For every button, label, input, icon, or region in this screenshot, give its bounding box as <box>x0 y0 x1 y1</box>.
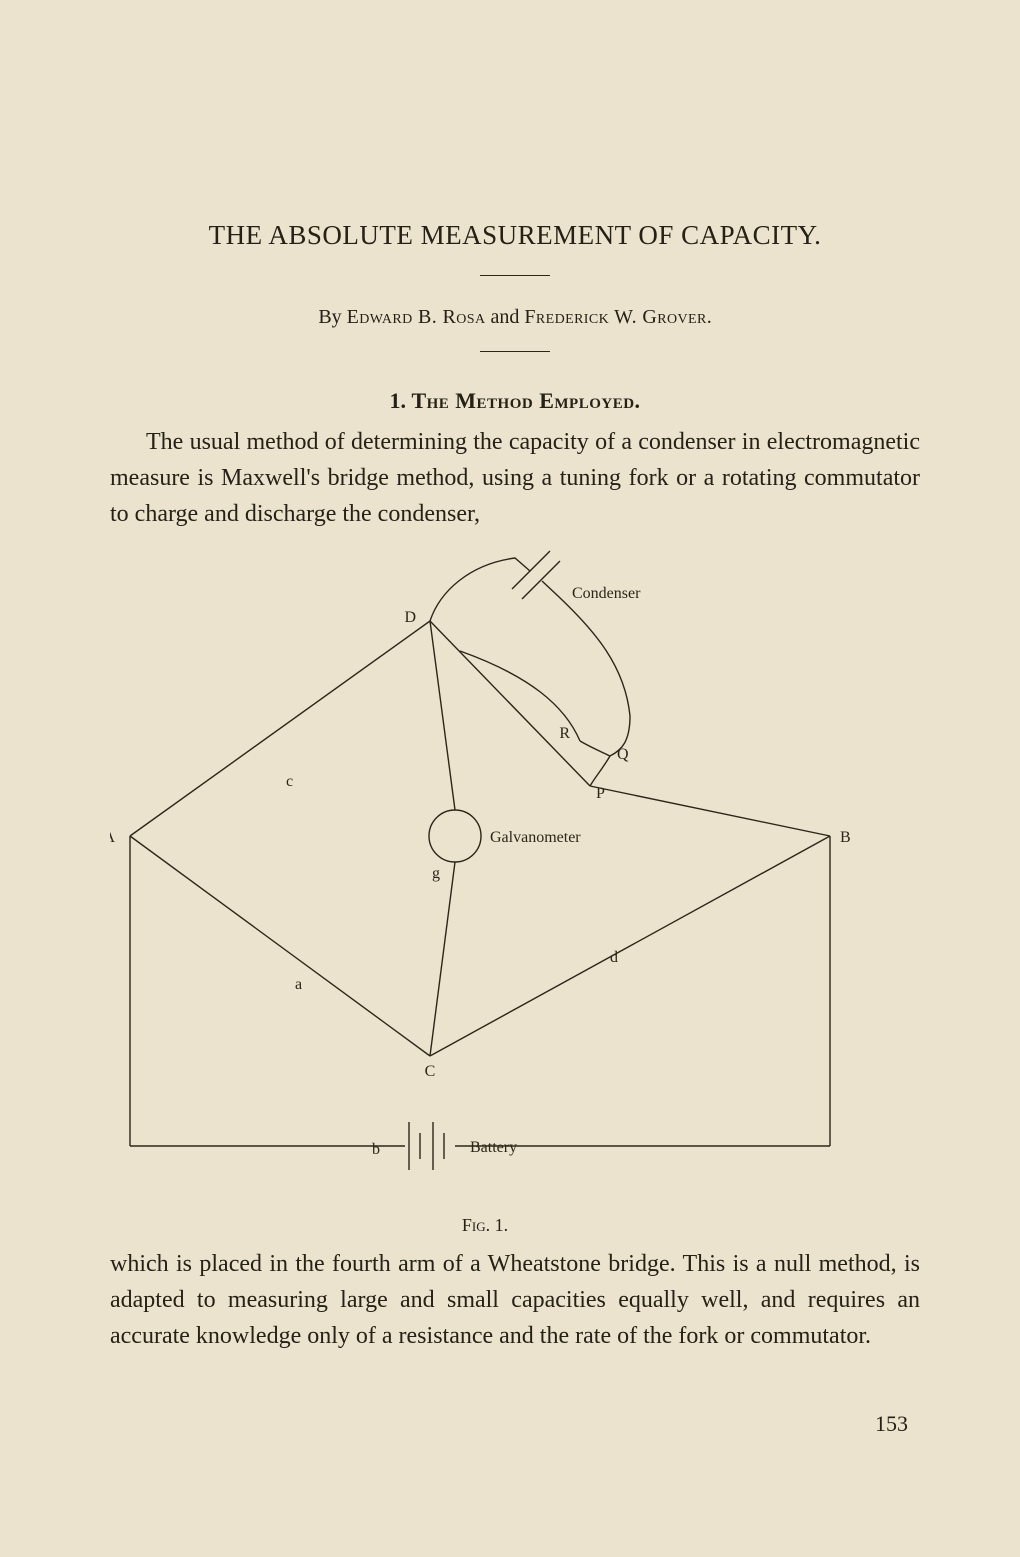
arm-ad <box>130 621 430 836</box>
byline-prefix: By <box>318 306 346 328</box>
label-r: R <box>559 725 570 742</box>
label-c-node: C <box>425 1063 436 1080</box>
circuit-diagram: A B C D P Q R a b c d g Condenser Galvan… <box>110 546 860 1206</box>
divider <box>480 351 550 352</box>
label-arm-c: c <box>286 773 293 790</box>
arm-pb <box>590 786 830 836</box>
label-d-node: D <box>404 609 416 626</box>
figure-1: A B C D P Q R a b c d g Condenser Galvan… <box>110 546 860 1236</box>
label-condenser: Condenser <box>572 585 641 602</box>
label-b-node: B <box>840 829 851 846</box>
label-arm-d: d <box>610 949 618 966</box>
arm-dp <box>430 621 590 786</box>
divider <box>480 275 550 276</box>
wire-condenser-to-q <box>542 581 630 756</box>
byline: By Edward B. Rosa and Frederick W. Grove… <box>110 306 920 329</box>
wire-galv-to-c <box>430 862 455 1056</box>
galvanometer-icon <box>429 810 481 862</box>
body-paragraph-2: which is placed in the fourth arm of a W… <box>110 1246 920 1354</box>
arm-ac <box>130 836 430 1056</box>
section-heading: 1. The Method Employed. <box>110 388 920 414</box>
byline-conj: and <box>486 306 525 328</box>
battery-icon <box>409 1122 444 1170</box>
byline-suffix: . <box>707 306 712 328</box>
wire-r-to-q <box>580 741 610 756</box>
label-battery: Battery <box>470 1139 517 1156</box>
section-title: The Method Employed. <box>411 388 640 413</box>
label-a-node: A <box>110 829 115 846</box>
body-paragraph-1: The usual method of determining the capa… <box>110 424 920 532</box>
label-arm-a: a <box>295 976 302 993</box>
arm-cb <box>430 836 830 1056</box>
label-galvanometer: Galvanometer <box>490 829 581 846</box>
wire-d-to-condenser <box>430 558 530 621</box>
section-number: 1. <box>389 388 406 413</box>
label-p: P <box>596 785 605 802</box>
label-q: Q <box>617 746 629 763</box>
author-2: Frederick W. Grover <box>524 306 706 328</box>
wire-d-to-galv <box>430 621 455 810</box>
page-title: THE ABSOLUTE MEASUREMENT OF CAPACITY. <box>110 220 920 251</box>
page-number: 153 <box>875 1411 908 1437</box>
author-1: Edward B. Rosa <box>347 306 486 328</box>
label-g: g <box>432 865 440 882</box>
figure-caption: Fig. 1. <box>110 1215 860 1236</box>
wire-q-to-p <box>590 756 610 786</box>
label-arm-b: b <box>372 1141 380 1158</box>
